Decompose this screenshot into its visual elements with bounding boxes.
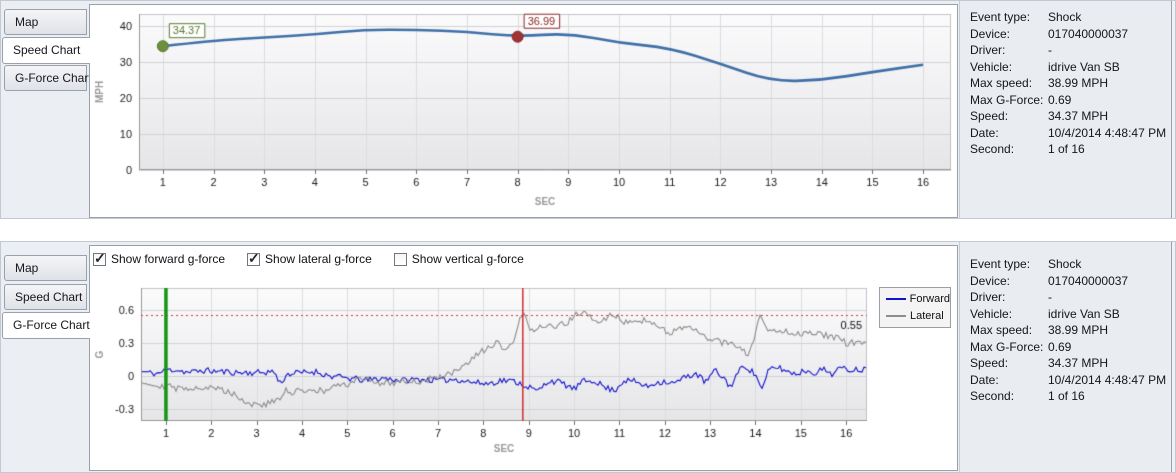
detail-label: Speed: — [970, 356, 1009, 370]
checkbox-show-lateral-gforce[interactable]: ✓ Show lateral g-force — [247, 249, 372, 266]
detail-row: Speed: 34.37 MPH — [970, 355, 1172, 372]
detail-value: 1 of 16 — [1048, 142, 1085, 156]
detail-row: Max G-Force: 0.69 — [970, 339, 1172, 356]
detail-label: Max G-Force: — [970, 339, 1044, 354]
legend-label: Forward — [909, 293, 950, 305]
detail-label: Max G-Force: — [970, 92, 1044, 107]
legend-label: Lateral — [910, 310, 944, 322]
detail-value: 10/4/2014 4:48:47 PM — [1048, 125, 1167, 140]
detail-value: - — [1048, 290, 1052, 304]
detail-value: 34.37 MPH — [1048, 356, 1109, 370]
detail-value: idrive Van SB — [1048, 59, 1120, 74]
detail-label: Speed: — [970, 109, 1009, 123]
detail-label: Driver: — [970, 43, 1006, 57]
speed-chart-canvas[interactable] — [90, 5, 957, 217]
detail-label: Device: — [970, 273, 1011, 288]
gforce-options-row: ✓ Show forward g-force ✓ Show lateral g-… — [90, 246, 957, 272]
detail-value: 38.99 MPH — [1048, 76, 1109, 90]
tab-gforce-chart-bottom[interactable]: G-Force Chart — [2, 312, 90, 339]
gforce-chart-panel: Map Speed Chart G-Force Chart ✓ Show for… — [0, 241, 1176, 473]
checkbox-show-forward-gforce[interactable]: ✓ Show forward g-force — [93, 249, 226, 266]
checkbox-label: Show forward g-force — [111, 252, 226, 266]
detail-row: Device: 017040000037 — [970, 273, 1172, 290]
legend-entry-forward: Forward — [886, 292, 950, 306]
lateral-line-swatch — [886, 315, 906, 317]
detail-value: idrive Van SB — [1048, 306, 1120, 321]
detail-label: Event type: — [970, 10, 1031, 24]
detail-label: Second: — [970, 142, 1015, 156]
speed-chart-box — [89, 4, 958, 218]
tab-map-bottom[interactable]: Map — [4, 255, 87, 281]
gforce-chart-canvas[interactable] — [90, 272, 957, 468]
tab-speed-chart-bottom[interactable]: Speed Chart — [4, 284, 87, 310]
checkbox-label: Show lateral g-force — [265, 252, 372, 266]
detail-label: Date: — [970, 125, 999, 140]
forward-line-swatch — [886, 298, 906, 300]
detail-value: 017040000037 — [1048, 26, 1129, 41]
event-details-panel: Event type: Shock Device: 017040000037 Drive… — [959, 242, 1172, 472]
tab-speed-chart-top[interactable]: Speed Chart — [2, 37, 90, 64]
detail-label: Device: — [970, 26, 1011, 41]
detail-row: Max speed: 38.99 MPH — [970, 75, 1172, 92]
checkbox-icon: ✓ — [247, 249, 261, 266]
detail-row: Date: 10/4/2014 4:48:47 PM — [970, 125, 1172, 142]
panel-right-edge — [1171, 242, 1175, 472]
detail-value: Shock — [1048, 257, 1082, 271]
detail-row: Device: 017040000037 — [970, 26, 1172, 43]
event-details-panel: Event type: Shock Device: 017040000037 Drive… — [959, 1, 1172, 218]
speed-chart-panel: Map Speed Chart G-Force Chart Event type… — [0, 0, 1176, 219]
checkbox-icon: ✓ — [393, 252, 407, 266]
detail-row: Max speed: 38.99 MPH — [970, 322, 1172, 339]
detail-value: 0.69 — [1048, 92, 1072, 107]
detail-value: 38.99 MPH — [1048, 323, 1109, 337]
detail-row: Vehicle: idrive Van SB — [970, 306, 1172, 323]
detail-label: Event type: — [970, 257, 1031, 271]
detail-row: Driver: - — [970, 289, 1172, 306]
detail-row: Event type: Shock — [970, 256, 1172, 273]
detail-row: Speed: 34.37 MPH — [970, 108, 1172, 125]
detail-label: Driver: — [970, 290, 1006, 304]
panel-right-edge — [1171, 1, 1175, 218]
checkbox-show-vertical-gforce[interactable]: ✓ Show vertical g-force — [393, 252, 524, 266]
detail-value: 017040000037 — [1048, 273, 1129, 288]
detail-value: - — [1048, 43, 1052, 57]
detail-value: Shock — [1048, 10, 1082, 24]
detail-row: Event type: Shock — [970, 9, 1172, 26]
tab-map-top[interactable]: Map — [4, 9, 87, 35]
detail-label: Vehicle: — [970, 59, 1013, 74]
gforce-legend: Forward Lateral — [879, 287, 951, 328]
detail-row: Driver: - — [970, 42, 1172, 59]
detail-row: Second: 1 of 16 — [970, 141, 1172, 158]
detail-value: 34.37 MPH — [1048, 109, 1109, 123]
detail-label: Max speed: — [970, 323, 1033, 337]
detail-row: Vehicle: idrive Van SB — [970, 59, 1172, 76]
detail-label: Second: — [970, 389, 1015, 403]
detail-value: 0.69 — [1048, 339, 1072, 354]
legend-entry-lateral: Lateral — [886, 309, 950, 323]
detail-row: Second: 1 of 16 — [970, 388, 1172, 405]
checkbox-icon: ✓ — [93, 249, 106, 266]
tab-gforce-chart-top[interactable]: G-Force Chart — [4, 65, 92, 91]
checkbox-label: Show vertical g-force — [411, 252, 524, 266]
detail-value: 10/4/2014 4:48:47 PM — [1048, 372, 1167, 387]
detail-label: Max speed: — [970, 76, 1033, 90]
detail-label: Vehicle: — [970, 306, 1013, 321]
gforce-chart-box: ✓ Show forward g-force ✓ Show lateral g-… — [89, 245, 958, 471]
detail-value: 1 of 16 — [1048, 389, 1085, 403]
detail-row: Date: 10/4/2014 4:48:47 PM — [970, 372, 1172, 389]
detail-label: Date: — [970, 372, 999, 387]
detail-row: Max G-Force: 0.69 — [970, 92, 1172, 109]
